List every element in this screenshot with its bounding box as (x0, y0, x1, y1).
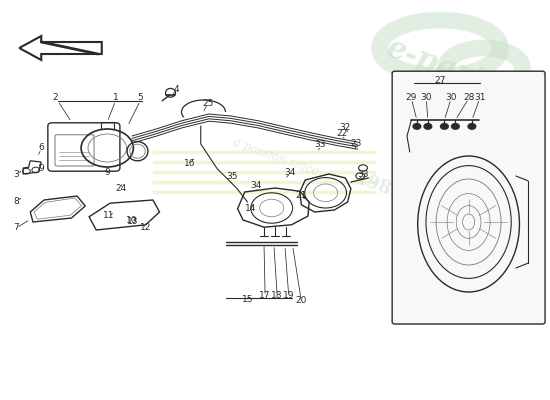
Circle shape (424, 124, 432, 129)
Circle shape (468, 124, 476, 129)
Text: 8: 8 (14, 197, 19, 206)
Text: 33: 33 (315, 140, 326, 149)
Text: 28: 28 (463, 94, 474, 102)
Text: 18: 18 (272, 291, 283, 300)
Text: 4: 4 (173, 86, 179, 94)
Text: 9: 9 (104, 168, 110, 176)
Text: 23: 23 (351, 139, 362, 148)
Circle shape (413, 124, 421, 129)
Circle shape (452, 124, 459, 129)
Text: 20: 20 (296, 296, 307, 305)
Text: 32: 32 (340, 123, 351, 132)
FancyBboxPatch shape (392, 71, 545, 324)
Circle shape (441, 124, 448, 129)
Text: 19: 19 (283, 291, 294, 300)
Text: 3: 3 (14, 170, 19, 178)
Text: 21: 21 (296, 191, 307, 200)
Text: 1985: 1985 (352, 170, 405, 204)
Text: 2: 2 (52, 94, 58, 102)
Text: 6: 6 (39, 144, 44, 152)
Text: 9: 9 (39, 164, 44, 172)
Text: 30: 30 (421, 94, 432, 102)
Text: 11: 11 (103, 212, 114, 220)
Text: 27: 27 (434, 76, 446, 85)
Text: 12: 12 (140, 224, 151, 232)
Text: 35: 35 (227, 172, 238, 181)
Text: a passion since: a passion since (231, 136, 321, 179)
Text: 30: 30 (446, 94, 456, 102)
Text: e-parts: e-parts (382, 33, 506, 103)
Text: 10: 10 (126, 216, 138, 225)
Text: 17: 17 (260, 291, 271, 300)
Text: 7: 7 (14, 224, 19, 232)
Text: 31: 31 (474, 94, 485, 102)
Text: 13: 13 (128, 218, 139, 226)
Text: 25: 25 (202, 99, 213, 108)
Text: 29: 29 (406, 94, 417, 102)
Text: 24: 24 (116, 184, 127, 193)
Text: 16: 16 (184, 159, 195, 168)
Text: 22: 22 (337, 130, 348, 138)
Text: 15: 15 (242, 295, 253, 304)
Text: 14: 14 (245, 204, 256, 213)
Text: 34: 34 (285, 168, 296, 176)
Text: 1: 1 (113, 94, 118, 102)
Text: 34: 34 (250, 182, 261, 190)
Text: 33: 33 (358, 170, 368, 178)
Text: 5: 5 (138, 94, 143, 102)
